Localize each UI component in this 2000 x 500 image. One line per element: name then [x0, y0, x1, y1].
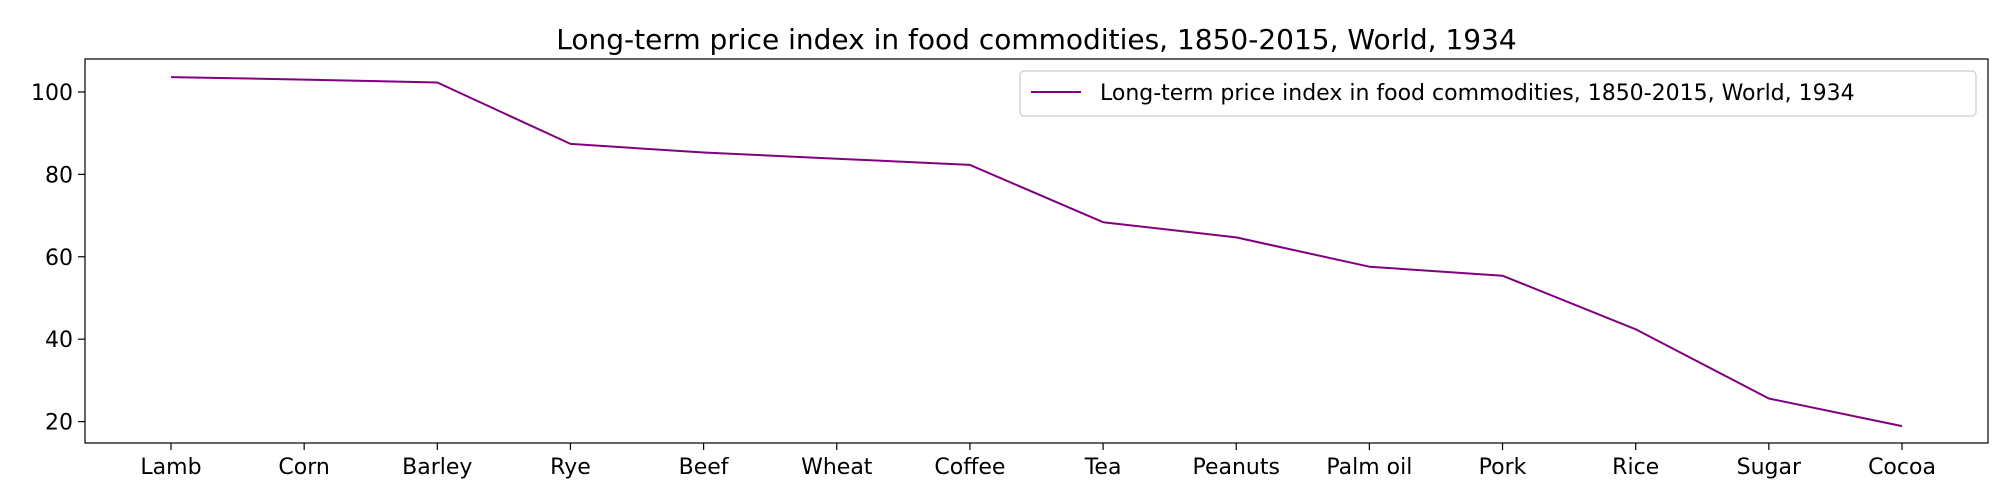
x-tick-label: Barley	[402, 455, 472, 480]
x-tick-label: Rye	[550, 455, 591, 480]
legend-series-label: Long-term price index in food commoditie…	[1100, 81, 1855, 106]
x-tick-label: Palm oil	[1326, 455, 1412, 480]
x-axis: Lamb Corn Barley Rye Beef Wheat Coffee Tea Peanu…	[140, 443, 1936, 480]
x-tick-label: Pork	[1479, 455, 1527, 480]
x-tick-label: Rice	[1612, 455, 1659, 480]
y-tick-label: 60	[45, 246, 73, 271]
y-tick-label: 40	[45, 328, 73, 353]
series-layer	[170, 76, 1903, 428]
x-tick-label: Coffee	[934, 455, 1005, 480]
y-axis: 20 40 60 80 100	[31, 81, 85, 436]
plot-area-frame	[84, 58, 1989, 444]
legend: Long-term price index in food commoditie…	[1019, 70, 1977, 117]
y-tick-label: 100	[31, 81, 73, 106]
legend-box	[1019, 70, 1977, 117]
series-line	[170, 76, 1903, 428]
chart-title: Long-term price index in food commoditie…	[556, 23, 1516, 56]
x-tick-label: Tea	[1084, 455, 1122, 480]
x-tick-label: Sugar	[1737, 455, 1802, 480]
x-tick-label: Corn	[278, 455, 329, 480]
x-tick-label: Peanuts	[1192, 455, 1279, 480]
x-tick-label: Lamb	[140, 455, 201, 480]
x-tick-label: Cocoa	[1868, 455, 1936, 480]
y-tick-label: 80	[45, 163, 73, 188]
x-tick-label: Beef	[679, 455, 730, 480]
x-tick-label: Wheat	[801, 455, 873, 480]
y-tick-label: 20	[45, 411, 73, 436]
